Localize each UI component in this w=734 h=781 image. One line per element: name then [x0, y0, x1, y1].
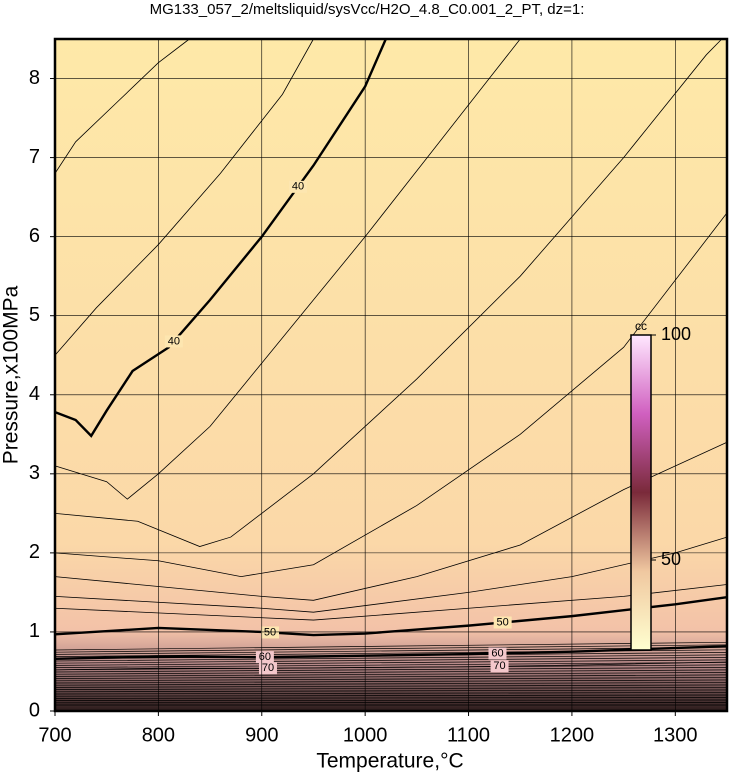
colorbar — [631, 335, 651, 650]
colorbar-label: cc — [635, 319, 647, 333]
contour-label: 70 — [262, 662, 274, 674]
y-tick-label: 7 — [29, 146, 40, 168]
contour-label: 50 — [497, 616, 509, 628]
x-tick-label: 700 — [38, 724, 71, 746]
y-tick-label: 5 — [29, 304, 40, 326]
x-tick-label: 800 — [142, 724, 175, 746]
contour-label: 50 — [264, 626, 276, 638]
contour-label: 40 — [292, 181, 304, 193]
y-tick-label: 2 — [29, 541, 40, 563]
x-tick-label: 1300 — [653, 724, 698, 746]
x-tick-label: 1000 — [343, 724, 388, 746]
x-tick-label: 1200 — [550, 724, 595, 746]
chart-title: MG133_057_2/meltsliquid/sysVcc/H2O_4.8_C… — [150, 1, 585, 18]
colorbar-tick-label: 50 — [661, 549, 681, 569]
x-tick-label: 900 — [245, 724, 278, 746]
contour-label: 60 — [491, 647, 503, 659]
x-axis-label: Temperature,°C — [316, 750, 463, 773]
y-axis-label: Pressure,x100MPa — [0, 285, 23, 464]
contour-label: 40 — [168, 335, 180, 347]
y-tick-label: 8 — [29, 67, 40, 89]
y-tick-label: 4 — [29, 383, 40, 405]
x-tick-label: 1100 — [447, 724, 490, 746]
y-tick-label: 6 — [29, 225, 40, 247]
y-tick-label: 1 — [29, 620, 40, 642]
colorbar-tick-label: 100 — [661, 324, 691, 344]
y-tick-label: 3 — [29, 462, 40, 484]
y-tick-label: 0 — [29, 699, 40, 721]
contour-label: 70 — [493, 660, 505, 672]
